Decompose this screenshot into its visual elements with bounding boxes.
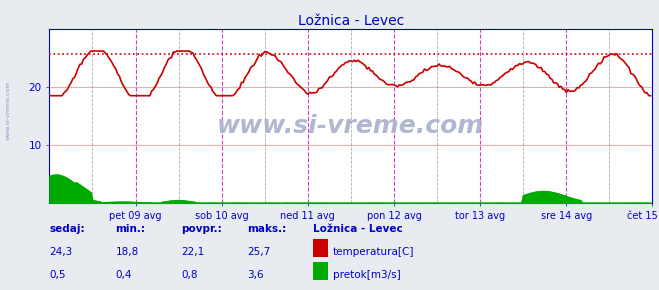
Text: 0,8: 0,8 <box>181 270 198 280</box>
Text: Ložnica - Levec: Ložnica - Levec <box>313 224 403 234</box>
Text: 0,4: 0,4 <box>115 270 132 280</box>
Text: 22,1: 22,1 <box>181 247 204 257</box>
Text: www.si-vreme.com: www.si-vreme.com <box>5 80 11 140</box>
Text: 24,3: 24,3 <box>49 247 72 257</box>
Text: pretok[m3/s]: pretok[m3/s] <box>333 270 401 280</box>
Text: min.:: min.: <box>115 224 146 234</box>
Title: Ložnica - Levec: Ložnica - Levec <box>298 14 404 28</box>
Text: 25,7: 25,7 <box>247 247 270 257</box>
Text: sedaj:: sedaj: <box>49 224 85 234</box>
Text: 3,6: 3,6 <box>247 270 264 280</box>
Text: 18,8: 18,8 <box>115 247 138 257</box>
Text: temperatura[C]: temperatura[C] <box>333 247 415 257</box>
Text: povpr.:: povpr.: <box>181 224 222 234</box>
Text: maks.:: maks.: <box>247 224 287 234</box>
Text: 0,5: 0,5 <box>49 270 66 280</box>
Text: www.si-vreme.com: www.si-vreme.com <box>217 115 484 138</box>
